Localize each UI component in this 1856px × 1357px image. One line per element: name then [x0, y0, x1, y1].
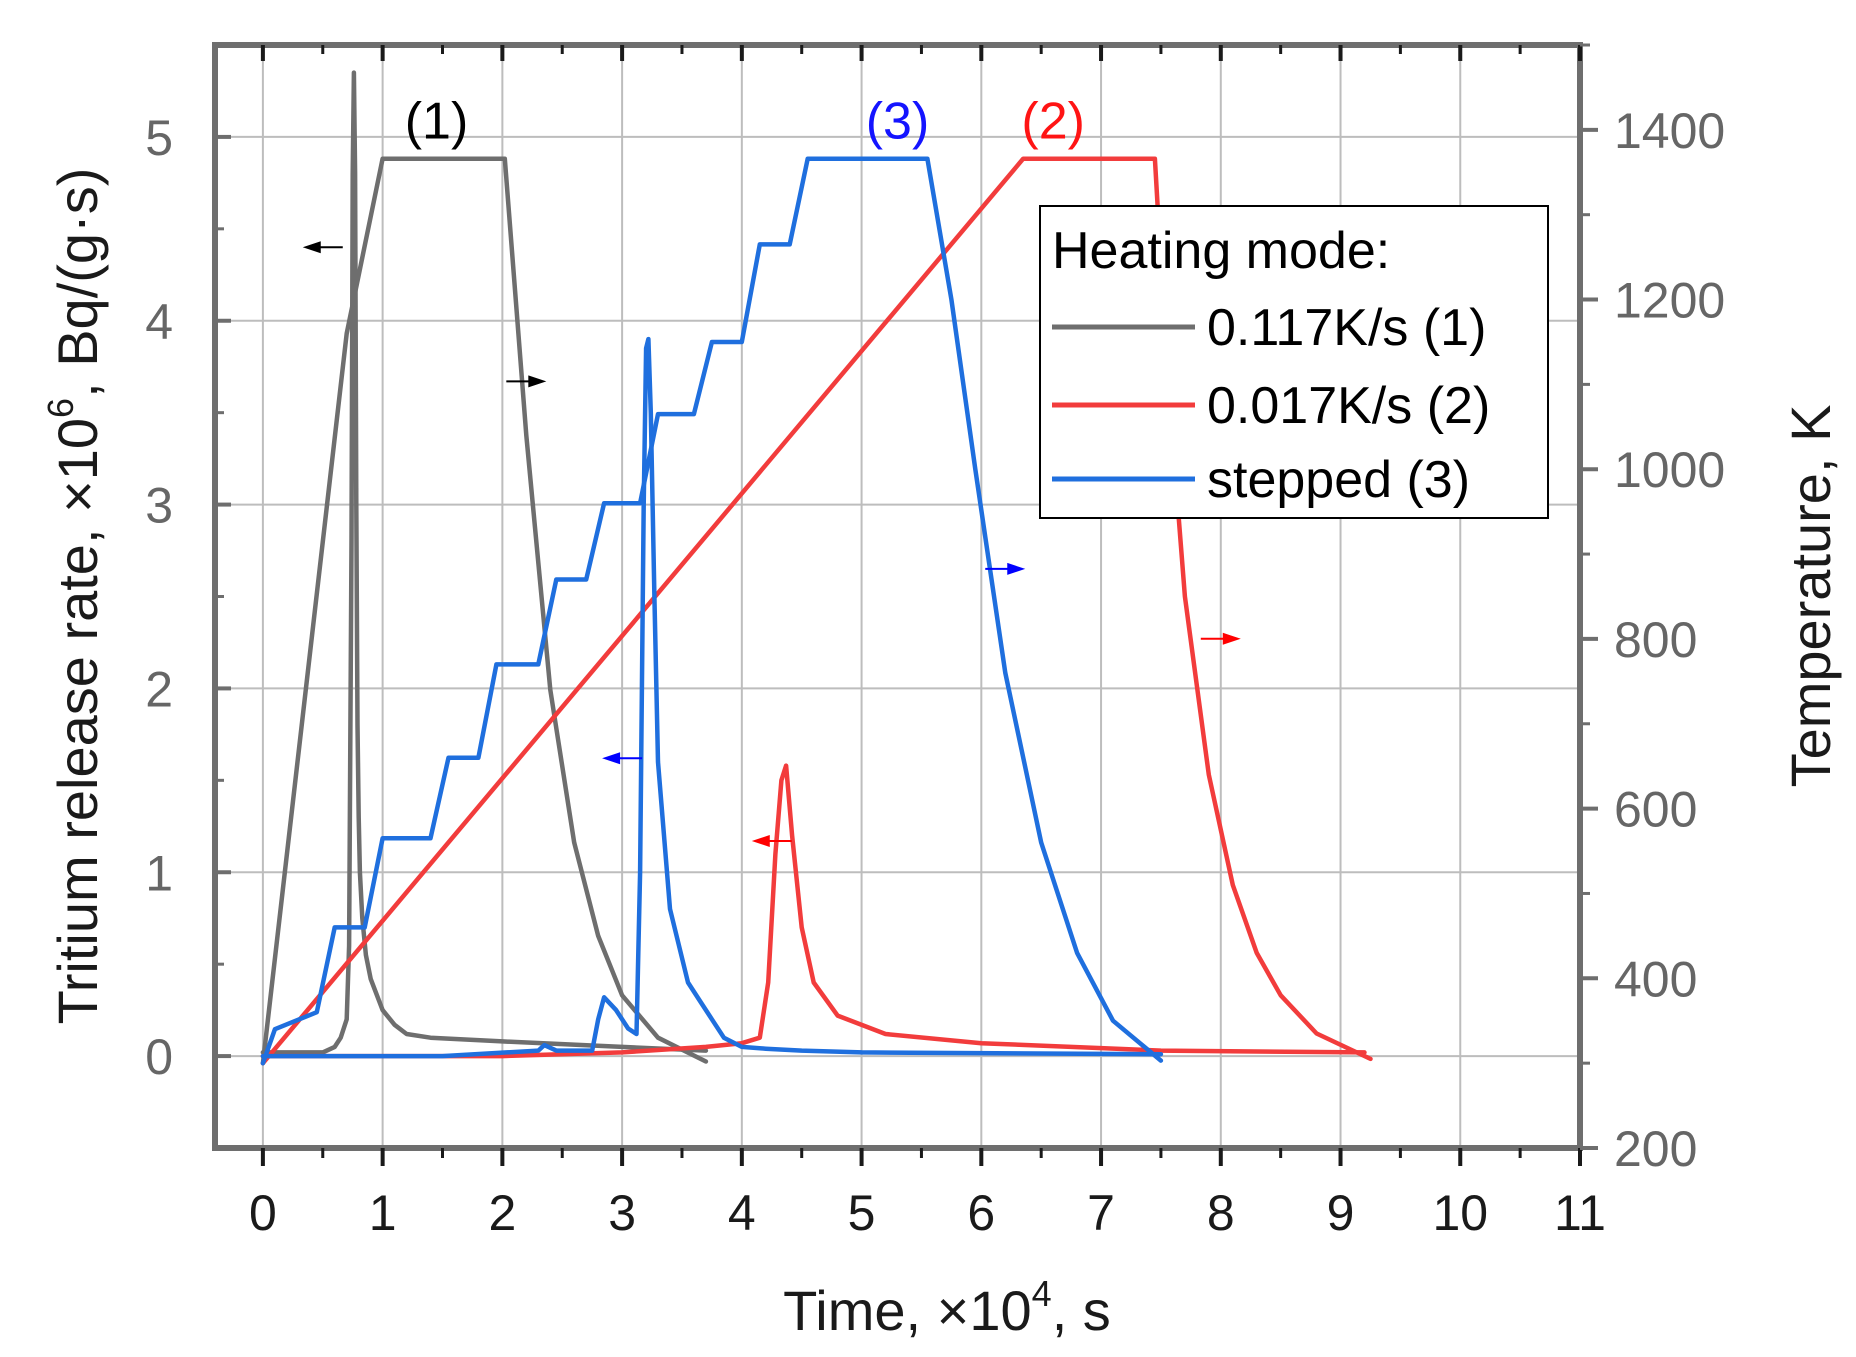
x-axis-title: Time, ×104, s — [783, 1273, 1111, 1342]
legend-box — [1039, 205, 1549, 519]
x-axis-title-main: Time, ×10 — [783, 1279, 1031, 1342]
y-left-tick-label: 3 — [145, 478, 173, 534]
x-tick-label: 4 — [728, 1185, 756, 1241]
y-left-tick-label: 2 — [145, 661, 173, 717]
x-tick-label: 1 — [369, 1185, 397, 1241]
y-right-tick-label: 600 — [1614, 782, 1697, 838]
series-annotation-1: (1) — [405, 93, 469, 151]
y-right-tick-label: 1200 — [1614, 273, 1725, 329]
y-left-tick-label: 1 — [145, 845, 173, 901]
series-line-6 — [260, 156, 1164, 1066]
y-axis-left-title-main: Tritium release rate, ×10 — [46, 418, 109, 1024]
axis-arrow-head-5 — [751, 834, 770, 847]
series-layer — [260, 70, 1373, 1066]
series-line-5 — [260, 336, 1164, 1059]
x-tick-label: 5 — [848, 1185, 876, 1241]
x-tick-label: 11 — [1554, 1185, 1606, 1241]
x-axis-title-unit: , s — [1052, 1279, 1111, 1342]
y-axis-right-title: Temperature, K — [1779, 405, 1842, 788]
series-annotation-2: (3) — [866, 93, 930, 151]
y-axis-left-title-sup: 6 — [40, 398, 81, 418]
axes: 0 1 2 3 4 5 6 7 8 9 10 11 0 1 2 3 4 5 200 400 600 800 1000 1200… — [145, 43, 1725, 1241]
axis-arrow-head-1 — [302, 241, 321, 254]
legend-label-2: 0.017K/s (2) — [1207, 377, 1490, 435]
axis-arrow-head-2 — [528, 375, 547, 388]
x-tick-label: 7 — [1087, 1185, 1115, 1241]
annotations: (1) (3) (2) — [302, 93, 1241, 847]
x-tick-label: 3 — [608, 1185, 636, 1241]
y-right-tick-label: 200 — [1614, 1121, 1697, 1177]
series-line-4 — [260, 156, 1373, 1066]
y-axis-left-title: Tritium release rate, ×106, Bq/(g·s) — [40, 168, 109, 1025]
legend-title: Heating mode: — [1052, 222, 1390, 280]
x-tick-label: 8 — [1207, 1185, 1235, 1241]
y-right-tick-label: 1400 — [1614, 103, 1725, 159]
legend-label-3: stepped (3) — [1207, 451, 1470, 509]
axis-arrow-head-3 — [602, 752, 621, 765]
y-left-tick-label: 5 — [145, 110, 173, 166]
x-tick-label: 2 — [488, 1185, 516, 1241]
series-line-2 — [260, 156, 709, 1066]
y-left-tick-label: 0 — [145, 1029, 173, 1085]
x-tick-label: 0 — [249, 1185, 277, 1241]
y-right-tick-label: 800 — [1614, 612, 1697, 668]
y-left-tick-label: 4 — [145, 294, 173, 350]
x-tick-label: 10 — [1432, 1185, 1488, 1241]
axis-arrow-head-4 — [1007, 562, 1026, 575]
legend: Heating mode: 0.117K/s (1) 0.017K/s (2) … — [1039, 205, 1549, 519]
axis-arrow-head-6 — [1222, 632, 1241, 645]
x-tick-label: 6 — [967, 1185, 995, 1241]
x-axis-title-sup: 4 — [1032, 1273, 1052, 1314]
x-tick-label: 9 — [1327, 1185, 1355, 1241]
y-right-tick-label: 400 — [1614, 951, 1697, 1007]
series-line-1 — [260, 70, 709, 1055]
series-annotation-3: (2) — [1021, 93, 1085, 151]
y-axis-left-title-unit: , Bq/(g·s) — [46, 168, 109, 398]
legend-label-1: 0.117K/s (1) — [1207, 299, 1486, 357]
y-right-tick-label: 1000 — [1614, 442, 1725, 498]
series-line-3 — [260, 763, 1367, 1059]
